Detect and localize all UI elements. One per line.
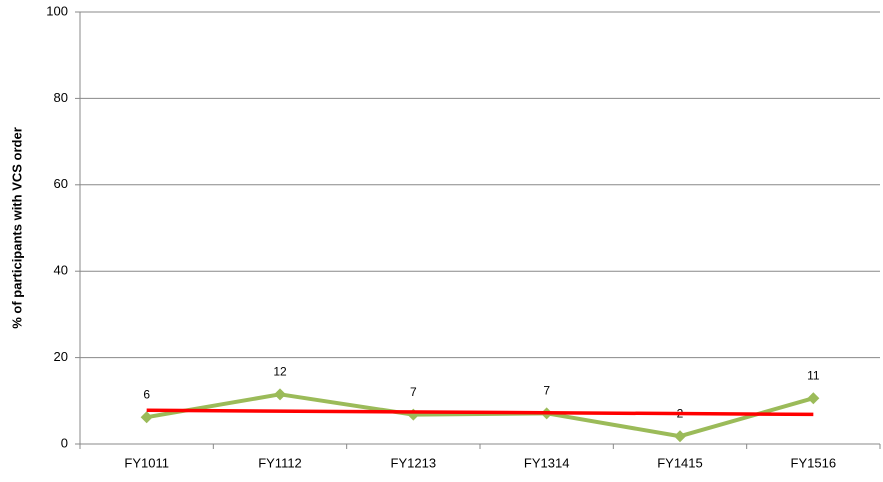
x-tick-label: FY1516 (791, 455, 837, 470)
data-label: 7 (543, 383, 550, 397)
y-tick-label: 100 (46, 3, 68, 18)
x-tick-label: FY1011 (124, 455, 169, 470)
y-tick-label: 80 (54, 90, 68, 105)
trendline (146, 408, 814, 417)
marker (140, 411, 153, 424)
y-tick-label: 0 (61, 435, 68, 450)
x-tick-label: FY1314 (524, 455, 570, 470)
marker (274, 388, 286, 401)
marker (807, 392, 820, 405)
data-label: 11 (807, 368, 820, 382)
y-tick-label: 60 (54, 176, 68, 191)
x-tick-label: FY1112 (258, 455, 302, 470)
x-tick-label: FY1213 (391, 455, 437, 470)
y-axis-title: % of participants with VCS order (9, 127, 24, 329)
marker (674, 430, 686, 443)
y-tick-label: 40 (54, 263, 68, 278)
x-tick-label: FY1415 (657, 455, 703, 470)
data-label: 12 (273, 364, 287, 378)
data-label: 6 (143, 387, 150, 401)
y-tick-label: 20 (54, 349, 68, 364)
data-label: 7 (410, 385, 417, 399)
